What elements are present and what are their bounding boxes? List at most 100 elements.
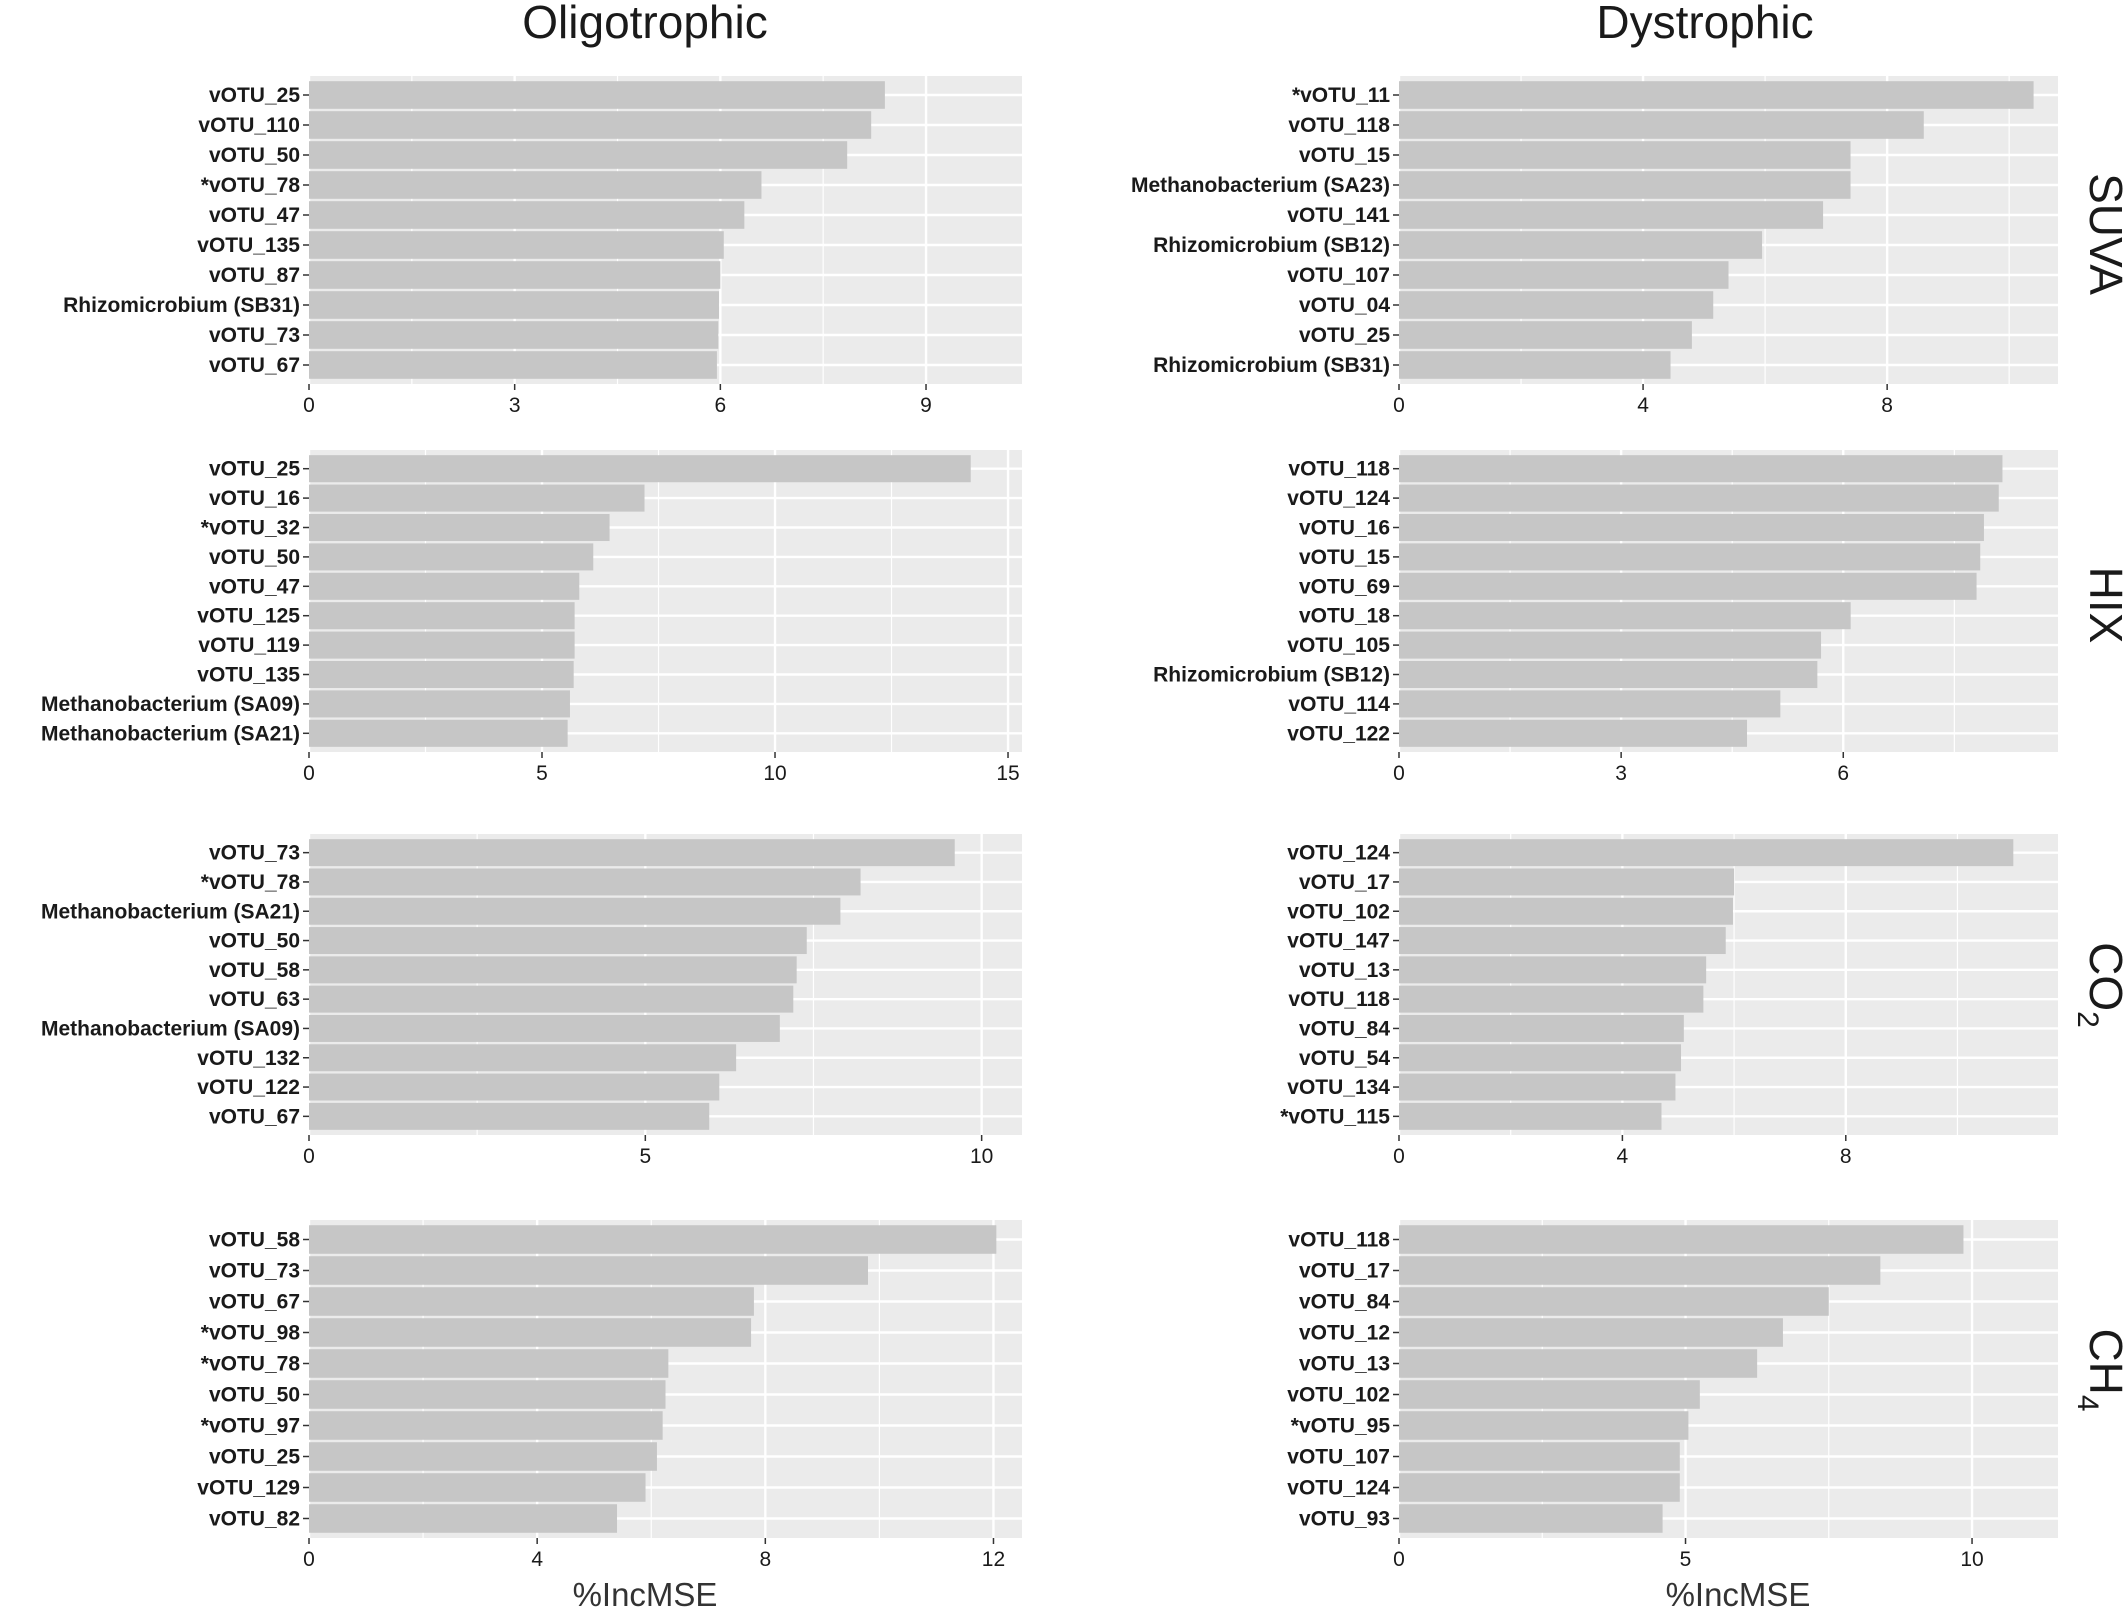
- category-label: *vOTU_32: [201, 517, 300, 540]
- category-label: vOTU_63: [209, 988, 300, 1011]
- category-label: vOTU_15: [1299, 546, 1390, 569]
- category-label: vOTU_118: [1288, 1229, 1390, 1252]
- bar: [309, 351, 717, 379]
- bar: [1399, 351, 1671, 379]
- row-label-suva: SUVA: [2080, 173, 2125, 295]
- category-label: vOTU_124: [1287, 1477, 1390, 1500]
- category-label: *vOTU_97: [201, 1415, 300, 1438]
- bar: [309, 897, 841, 925]
- category-label: Rhizomicrobium (SB31): [1153, 354, 1390, 377]
- x-tick-label: 8: [759, 1548, 771, 1571]
- bar: [309, 484, 645, 512]
- category-label: vOTU_47: [209, 204, 300, 227]
- bar: [1399, 868, 1735, 896]
- panel-0: 0 3 6 9 vOTU_25 vOTU_110 vOTU_50 *vOTU_78 vOTU_4…: [63, 76, 1022, 417]
- bar: [309, 1318, 752, 1347]
- x-tick-label: 8: [1840, 1145, 1852, 1168]
- bar: [309, 927, 807, 955]
- bar: [1399, 690, 1781, 718]
- category-label: vOTU_67: [209, 1105, 300, 1128]
- category-label: Rhizomicrobium (SB12): [1153, 234, 1390, 257]
- bar: [309, 1287, 754, 1316]
- bar: [309, 291, 719, 319]
- category-label: vOTU_18: [1299, 605, 1390, 628]
- category-label: vOTU_58: [209, 1229, 300, 1252]
- x-tick-label: 4: [1637, 394, 1649, 417]
- bar: [309, 1380, 666, 1409]
- category-label: vOTU_15: [1299, 144, 1390, 167]
- row-label-ch4-subscript: 4: [2071, 1395, 2104, 1412]
- category-label: vOTU_107: [1287, 1446, 1390, 1469]
- bar: [1399, 1473, 1680, 1502]
- category-label: vOTU_25: [1299, 324, 1390, 347]
- bar: [309, 572, 580, 600]
- category-label: vOTU_54: [1299, 1047, 1390, 1070]
- column-title-oligotrophic: Oligotrophic: [522, 0, 767, 48]
- bar: [1399, 602, 1851, 630]
- category-label: vOTU_110: [198, 114, 300, 137]
- x-tick-label: 3: [509, 394, 521, 417]
- row-label-co2: CO2: [2071, 942, 2125, 1028]
- category-label: Methanobacterium (SA09): [41, 1017, 300, 1040]
- bar: [309, 631, 575, 659]
- x-tick-label: 15: [996, 762, 1019, 785]
- x-tick-label: 5: [536, 762, 548, 785]
- category-label: *vOTU_78: [201, 174, 301, 197]
- x-tick-label: 4: [531, 1548, 543, 1571]
- category-label: vOTU_122: [1287, 722, 1390, 745]
- category-label: vOTU_13: [1299, 1353, 1390, 1376]
- bar: [309, 1256, 868, 1285]
- category-label: *vOTU_98: [201, 1322, 301, 1345]
- category-label: vOTU_118: [1288, 114, 1390, 137]
- bar: [1399, 543, 1981, 571]
- bar: [309, 201, 745, 229]
- category-label: vOTU_93: [1299, 1508, 1390, 1531]
- bar: [1399, 660, 1818, 689]
- panel-5: 0 4 8 vOTU_124 vOTU_17 vOTU_102 vOTU_147 vOTU_1…: [1280, 834, 2058, 1168]
- bar: [1399, 1504, 1663, 1533]
- x-tick-label: 6: [715, 394, 727, 417]
- bar: [309, 513, 610, 542]
- bar: [1399, 1287, 1829, 1316]
- bar: [309, 141, 848, 169]
- category-label: vOTU_118: [1288, 988, 1390, 1011]
- x-tick-label: 5: [1680, 1548, 1692, 1571]
- category-label: vOTU_118: [1288, 458, 1390, 481]
- bar: [309, 602, 575, 630]
- category-label: *vOTU_78: [201, 871, 301, 894]
- bar: [309, 1473, 646, 1502]
- x-tick-label: 8: [1881, 394, 1893, 417]
- category-label: vOTU_16: [1299, 517, 1390, 540]
- bar: [309, 690, 570, 718]
- bar: [1399, 1014, 1684, 1042]
- bar: [1399, 897, 1733, 925]
- category-label: vOTU_69: [1299, 575, 1390, 598]
- panel-2: 0 5 10 15 vOTU_25 vOTU_16 *vOTU_32 vOTU_50 vOTU_…: [41, 450, 1022, 785]
- x-tick-label: 0: [303, 1145, 315, 1168]
- category-label: vOTU_47: [209, 575, 300, 598]
- x-tick-label: 10: [1960, 1548, 1983, 1571]
- bar: [309, 1349, 669, 1378]
- bar: [309, 1102, 710, 1130]
- x-tick-label: 10: [970, 1145, 993, 1168]
- bar: [1399, 171, 1851, 199]
- bar: [1399, 141, 1851, 169]
- category-label: Methanobacterium (SA09): [41, 693, 300, 716]
- category-label: vOTU_50: [209, 930, 300, 953]
- bar: [309, 839, 955, 867]
- category-label: vOTU_17: [1299, 1260, 1390, 1283]
- x-tick-label: 0: [303, 1548, 315, 1571]
- category-label: vOTU_124: [1287, 842, 1390, 865]
- bar: [309, 81, 885, 109]
- category-label: vOTU_122: [197, 1076, 300, 1099]
- bar: [309, 985, 794, 1013]
- bar: [309, 1504, 618, 1533]
- bar: [309, 1073, 720, 1101]
- category-label: vOTU_107: [1287, 264, 1390, 287]
- bar: [309, 868, 861, 896]
- category-label: vOTU_124: [1287, 487, 1390, 510]
- category-label: vOTU_73: [209, 842, 300, 865]
- category-label: vOTU_135: [197, 234, 300, 257]
- x-tick-label: 0: [1393, 762, 1405, 785]
- category-label: vOTU_17: [1299, 871, 1390, 894]
